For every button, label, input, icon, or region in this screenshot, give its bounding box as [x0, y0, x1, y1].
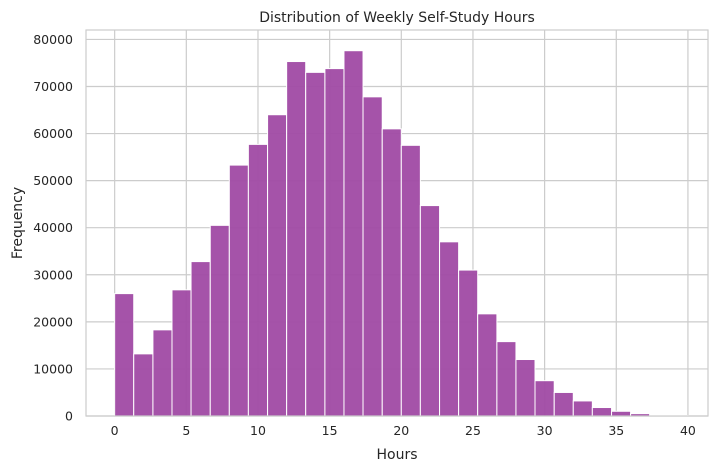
x-tick-label: 35	[608, 423, 624, 438]
tick-labels: 0 5 10 15 20 25 30 35 40 0 10000 20000 30000 40000 500…	[33, 32, 696, 438]
histogram-bar	[419, 205, 441, 417]
histogram-bar	[477, 313, 498, 417]
histogram-bar	[553, 391, 574, 417]
histogram-bar	[439, 241, 460, 417]
y-tick-label: 20000	[33, 314, 73, 329]
plot-frame	[85, 29, 709, 417]
histogram-bar	[190, 261, 211, 417]
histogram-bar	[534, 380, 555, 417]
histogram-bar	[591, 407, 613, 417]
bars	[114, 50, 689, 417]
x-tick-label: 5	[182, 423, 190, 438]
y-tick-label: 70000	[33, 79, 73, 94]
y-tick-label: 0	[65, 409, 73, 424]
x-tick-label: 20	[393, 423, 409, 438]
chart-title: Distribution of Weekly Self-Study Hours	[259, 10, 535, 26]
x-tick-label: 0	[111, 423, 119, 438]
histogram-bar	[171, 289, 192, 417]
y-tick-label: 60000	[33, 126, 73, 141]
histogram-bar	[133, 353, 154, 417]
histogram-bar	[496, 341, 517, 417]
histogram-bar	[209, 224, 230, 417]
histogram-bar	[343, 50, 364, 417]
x-tick-label: 30	[537, 423, 553, 438]
histogram-bar	[362, 96, 383, 417]
histogram-bar	[572, 400, 593, 417]
x-axis-label: Hours	[376, 447, 417, 463]
y-tick-label: 50000	[33, 173, 73, 188]
x-tick-label: 15	[322, 423, 338, 438]
y-axis-label: Frequency	[10, 187, 26, 259]
histogram-bar	[228, 164, 249, 417]
histogram-bar	[267, 114, 288, 417]
x-tick-label: 40	[680, 423, 696, 438]
histogram-bar	[400, 144, 421, 417]
y-tick-label: 10000	[33, 361, 73, 376]
y-tick-label: 80000	[33, 32, 73, 47]
histogram-bar	[324, 68, 345, 417]
histogram-bar	[381, 128, 402, 417]
histogram-bar	[458, 269, 479, 417]
x-tick-label: 10	[250, 423, 266, 438]
histogram-bar	[114, 293, 135, 417]
y-tick-label: 40000	[33, 220, 73, 235]
y-tick-label: 30000	[33, 267, 73, 282]
histogram-bar	[286, 61, 307, 417]
histogram-bar	[305, 71, 326, 417]
x-tick-label: 25	[465, 423, 481, 438]
histogram-bar	[152, 329, 173, 417]
histogram-bar	[515, 359, 536, 417]
histogram-bar	[247, 143, 269, 417]
histogram-bar	[611, 410, 632, 417]
